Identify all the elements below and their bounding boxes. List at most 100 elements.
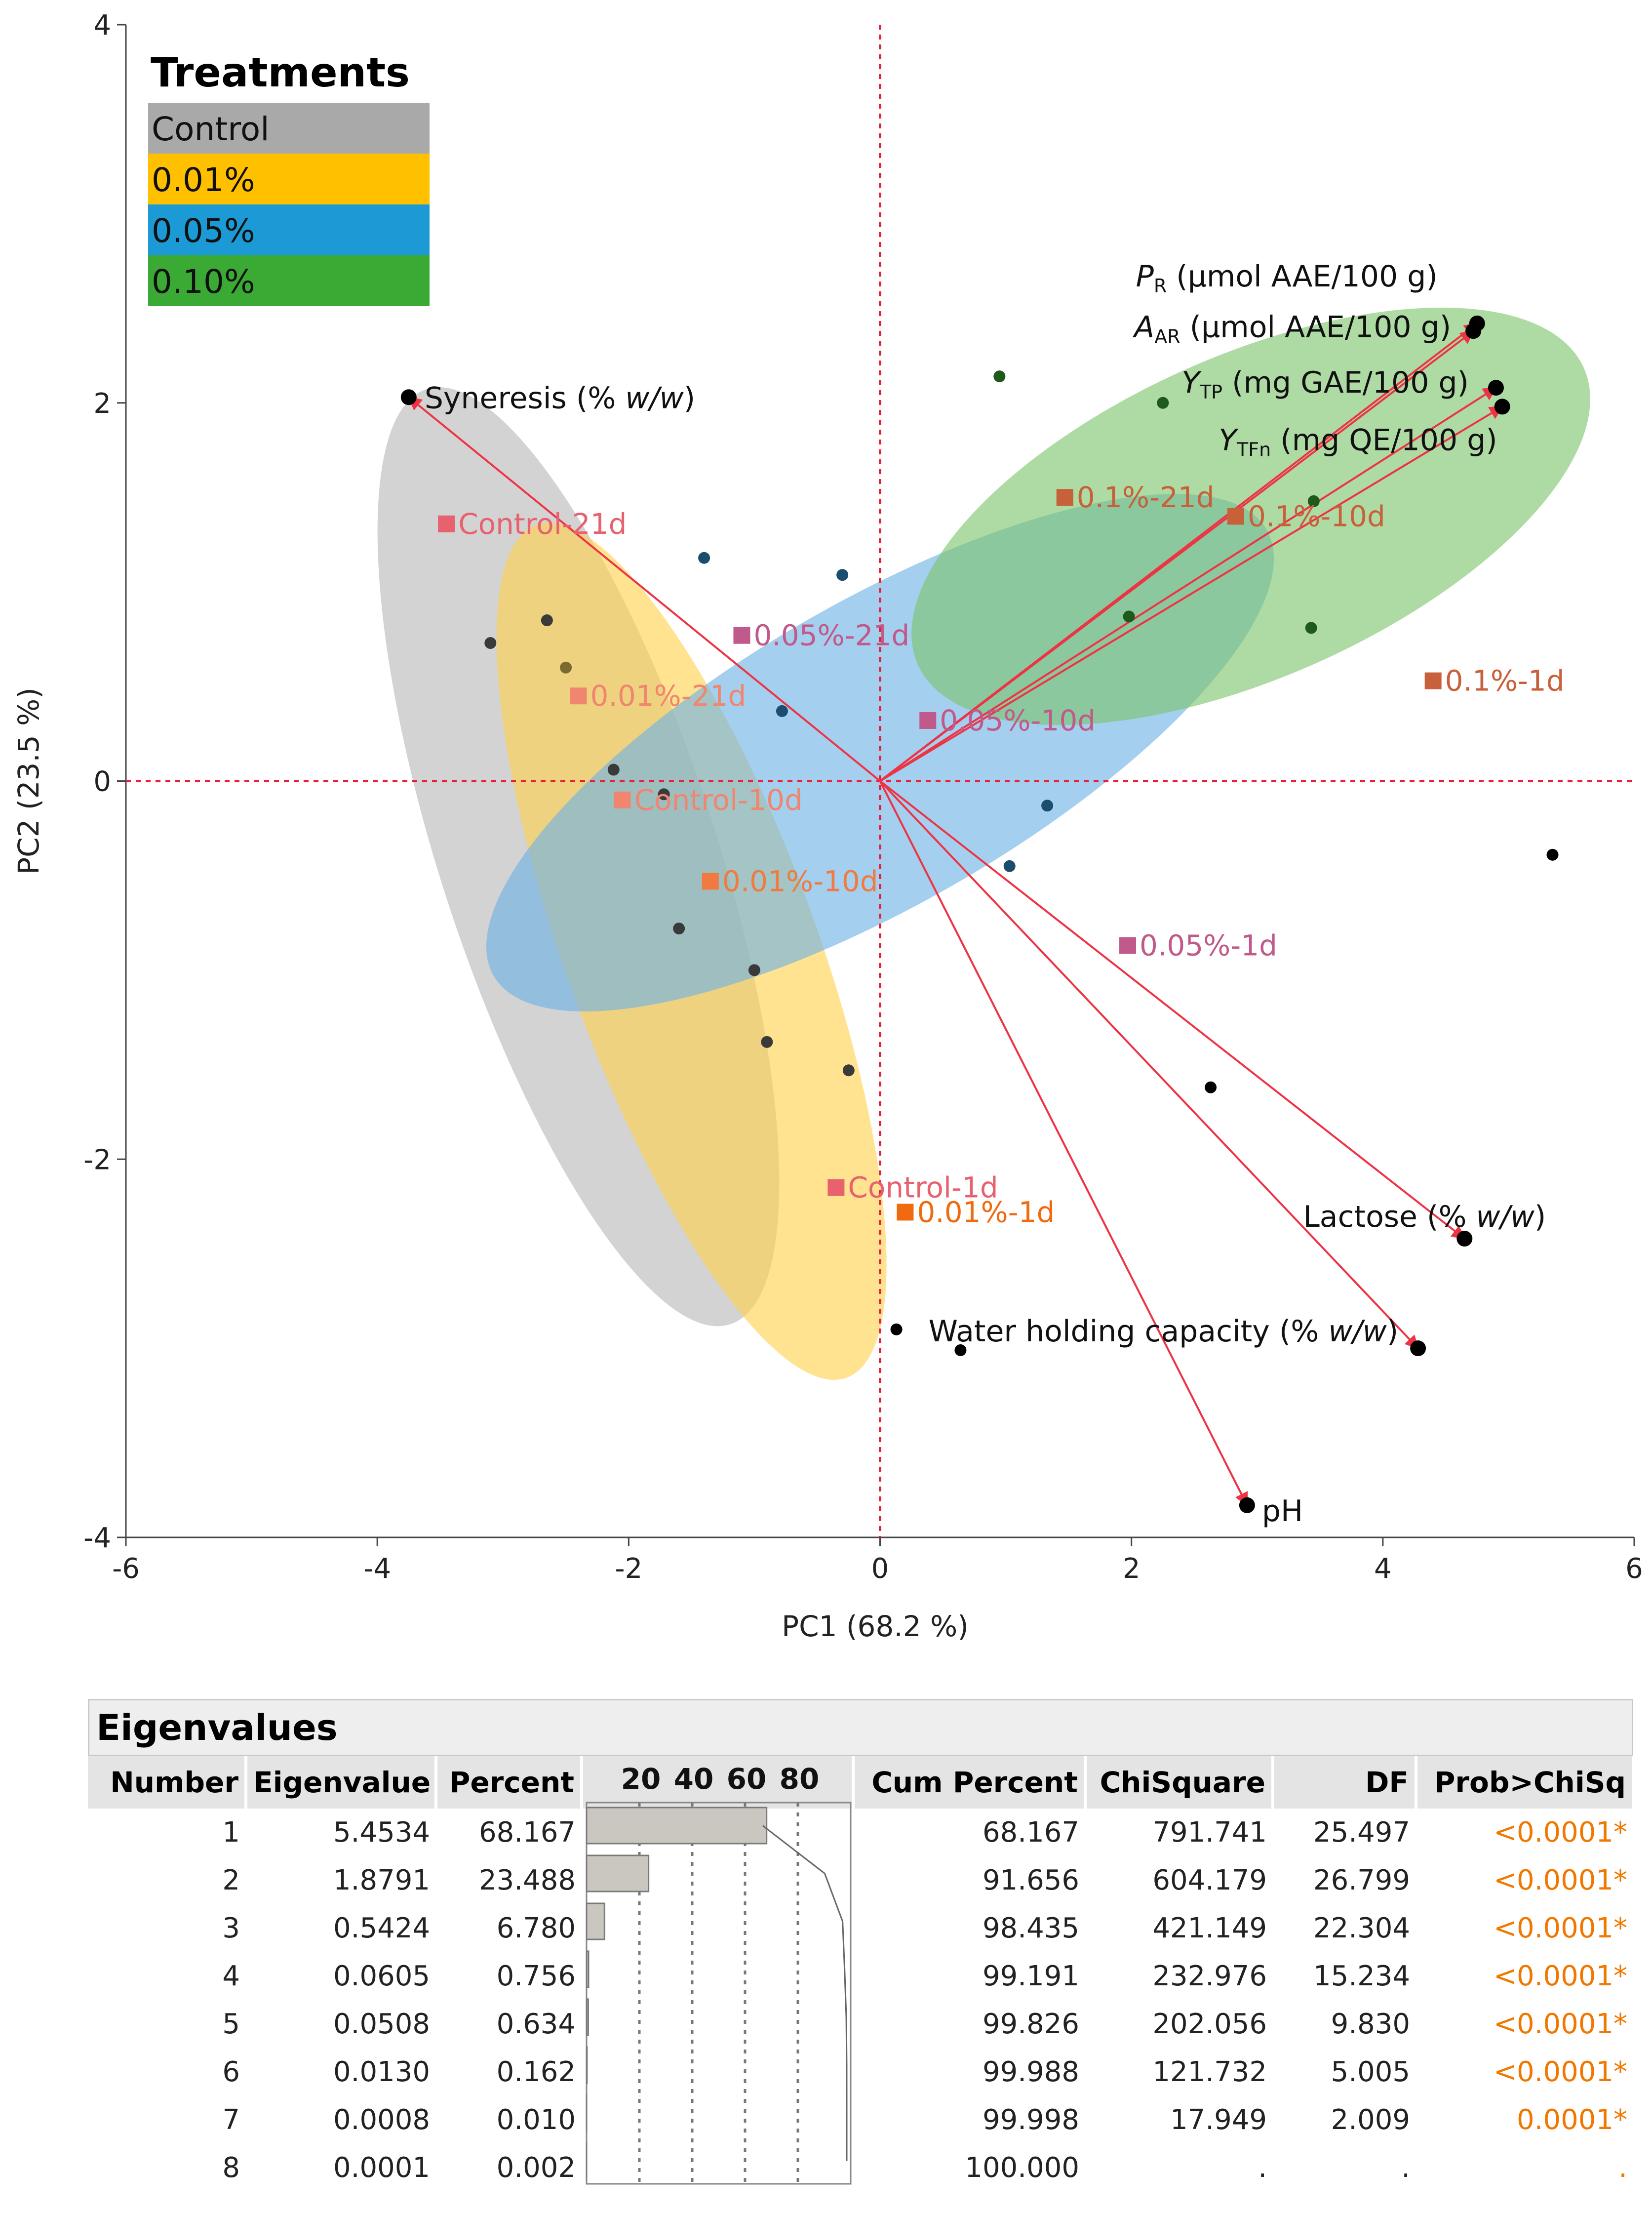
observation-point-005: [836, 569, 849, 581]
cell-df: 26.799: [1313, 1864, 1410, 1896]
eigenvalues-panel: Eigenvalues Number Eigenvalue Percent 20…: [88, 1699, 1635, 2192]
observation-point-control: [761, 1036, 773, 1048]
cell-prob: <0.0001*: [1494, 1960, 1627, 1992]
bar-scale-tick-label: 60: [727, 1762, 767, 1796]
mean-label: Control-21d: [458, 507, 627, 541]
observation-point-control: [673, 923, 685, 935]
cell-chisquare: 604.179: [1152, 1864, 1267, 1896]
legend-entry-label: 0.05%: [152, 212, 255, 250]
y-tick-label: -4: [83, 1522, 111, 1554]
percent-bar: [586, 1854, 650, 1892]
cell-df: .: [1401, 2152, 1410, 2184]
mean-marker: [897, 1204, 914, 1221]
mean-marker: [702, 873, 719, 890]
mean-marker: [1119, 937, 1137, 954]
table-row: 7 0.0008 0.010 99.998 17.949 2.009 0.0001*: [88, 2096, 1633, 2144]
cell-prob: <0.0001*: [1494, 2056, 1627, 2088]
x-tick-label: 0: [871, 1553, 889, 1585]
mean-label: 0.01%-21d: [590, 679, 747, 713]
cell-eigenvalue: 0.5424: [333, 1912, 430, 1944]
cell-chisquare: .: [1258, 2152, 1267, 2184]
cell-df: 5.005: [1331, 2056, 1410, 2088]
header-cum-percent: Cum Percent: [853, 1756, 1087, 1809]
bar-scale-tick-label: 20: [621, 1762, 661, 1796]
loading-label-ph: pH: [1262, 1494, 1303, 1529]
loading-label-whc: Water holding capacity (% w/w): [929, 1314, 1398, 1349]
header-df: DF: [1273, 1756, 1417, 1809]
table-row: 1 5.4534 68.167 68.167 791.741 25.497 <0.0001*: [88, 1809, 1633, 1856]
eigen-header-row: Number Eigenvalue Percent 20 40 60 80 Cum P…: [88, 1756, 1635, 1809]
cell-prob: <0.0001*: [1494, 1912, 1627, 1944]
loading-arrow-whc: [879, 780, 1419, 1350]
cell-df: 25.497: [1313, 1816, 1410, 1849]
cell-chisquare: 121.732: [1152, 2056, 1267, 2088]
cell-eigenvalue: 0.0001: [333, 2152, 430, 2184]
cell-number: 5: [222, 2008, 240, 2040]
cell-cum-percent: 68.167: [983, 1816, 1079, 1849]
cell-chisquare: 791.741: [1152, 1816, 1267, 1849]
bar-scale-tick-label: 80: [780, 1762, 820, 1796]
cell-chisquare: 232.976: [1152, 1960, 1267, 1992]
cell-number: 8: [222, 2152, 240, 2184]
legend-swatch: [148, 255, 430, 306]
cell-cum-percent: 99.826: [983, 2008, 1079, 2040]
header-bar-scale: 20 40 60 80: [582, 1756, 855, 1809]
x-tick-label: -4: [363, 1553, 391, 1585]
cell-number: 7: [222, 2104, 240, 2136]
loading-point-aar: [1465, 323, 1482, 339]
cell-prob: <0.0001*: [1494, 2008, 1627, 2040]
cell-cum-percent: 99.988: [983, 2056, 1079, 2088]
mean-marker: [570, 687, 587, 705]
cell-prob: .: [1618, 2152, 1627, 2184]
cell-percent: 0.634: [496, 2008, 576, 2040]
loading-arrow-aar: [879, 330, 1475, 782]
table-row: 4 0.0605 0.756 99.191 232.976 15.234 <0.0001*: [88, 1952, 1633, 2000]
loading-label-syneresis: Syneresis (% w/w): [425, 381, 695, 415]
mean-label: 0.1%-21d: [1077, 481, 1215, 514]
cell-percent: 23.488: [479, 1864, 576, 1896]
eigenvalues-title: Eigenvalues: [88, 1699, 1633, 1756]
mean-marker: [1424, 672, 1442, 689]
loading-point-lactose: [1456, 1231, 1473, 1247]
cell-cum-percent: 99.191: [983, 1960, 1079, 1992]
loading-point-whc: [1410, 1340, 1426, 1357]
legend-swatch: [148, 103, 430, 154]
legend-swatch: [148, 154, 430, 204]
cell-df: 9.830: [1331, 2008, 1410, 2040]
table-row: 5 0.0508 0.634 99.826 202.056 9.830 <0.0001*: [88, 2000, 1633, 2048]
cell-cum-percent: 100.000: [965, 2152, 1079, 2184]
cell-number: 1: [222, 1816, 240, 1849]
cell-number: 6: [222, 2056, 240, 2088]
percent-bar: [586, 1807, 768, 1845]
cell-eigenvalue: 0.0008: [333, 2104, 430, 2136]
x-tick-label: 4: [1374, 1553, 1392, 1585]
observation-point-010: [1157, 397, 1169, 409]
observation-point-control: [658, 788, 670, 801]
cell-percent: 68.167: [479, 1816, 576, 1849]
loading-label-aar: AAR (μmol AAE/100 g): [1132, 310, 1451, 347]
ellipse-010: [911, 307, 1590, 725]
cell-number: 3: [222, 1912, 240, 1944]
mean-label: 0.05%-10d: [940, 704, 1096, 737]
observation-point-control: [748, 964, 760, 976]
x-tick-label: 6: [1625, 1553, 1643, 1585]
header-chisquare: ChiSquare: [1085, 1756, 1274, 1809]
table-row: 3 0.5424 6.780 98.435 421.149 22.304 <0.0001*: [88, 1904, 1633, 1952]
eigenvalues-table: Number Eigenvalue Percent 20 40 60 80 Cum P…: [88, 1756, 1635, 2192]
loading-point-ytp: [1488, 380, 1504, 396]
cell-prob: <0.0001*: [1494, 1864, 1627, 1896]
bar-scale-tick-label: 40: [674, 1762, 714, 1796]
cell-chisquare: 17.949: [1170, 2104, 1267, 2136]
loading-arrow-lactose: [879, 780, 1466, 1240]
observation-point-001: [560, 661, 572, 674]
cell-percent: 0.002: [496, 2152, 576, 2184]
cell-eigenvalue: 1.8791: [333, 1864, 430, 1896]
x-tick-label: -2: [615, 1553, 642, 1585]
mean-marker: [1056, 489, 1073, 506]
cell-percent: 0.162: [496, 2056, 576, 2088]
cell-df: 2.009: [1331, 2104, 1410, 2136]
loading-point-ytfn: [1494, 399, 1510, 415]
x-tick-label: 2: [1123, 1553, 1141, 1585]
cell-chisquare: 202.056: [1152, 2008, 1267, 2040]
cell-prob: <0.0001*: [1494, 1816, 1627, 1849]
